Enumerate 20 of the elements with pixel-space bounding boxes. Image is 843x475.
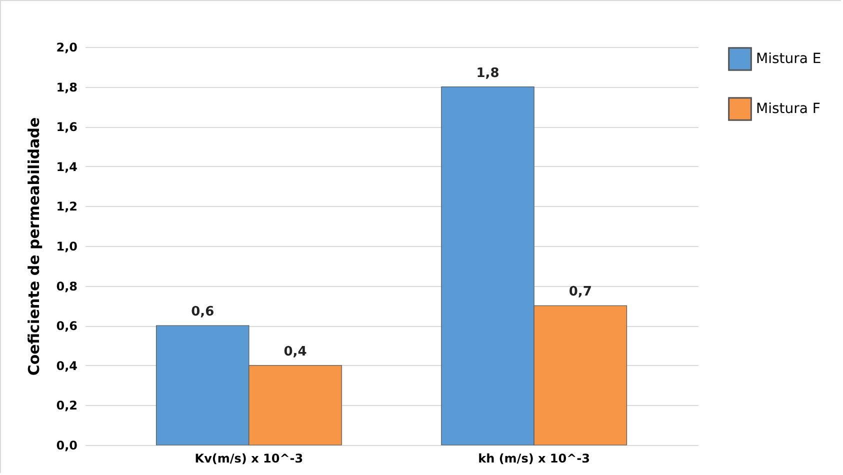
y-tick-label: 1,2 <box>56 200 78 214</box>
y-tick-label: 0,0 <box>56 438 78 452</box>
y-tick-label: 0,2 <box>56 398 78 413</box>
data-label: 0,6 <box>191 304 214 320</box>
data-label: 0,7 <box>568 284 592 300</box>
y-tick-label: 1,8 <box>56 80 78 94</box>
y-axis-title: Coeficiente de permeabilidade <box>25 117 44 376</box>
data-label: 1,8 <box>476 66 500 81</box>
x-tick-label: kh (m/s) x 10^-3 <box>478 452 590 466</box>
data-label: 0,4 <box>284 344 307 360</box>
legend-label: Mistura E <box>756 51 822 67</box>
x-tick-label: Kv(m/s) x 10^-3 <box>194 452 304 466</box>
y-tick-label: 2,0 <box>56 40 78 54</box>
y-tick-label: 1,6 <box>56 120 78 134</box>
y-tick-label: 1,0 <box>56 240 78 254</box>
y-tick-label: 0,8 <box>56 279 78 294</box>
y-tick-label: 0,6 <box>56 319 78 334</box>
y-tick-label: 1,4 <box>56 160 78 174</box>
y-tick-label: 0,4 <box>56 358 78 373</box>
legend-label: Mistura F <box>756 101 820 117</box>
